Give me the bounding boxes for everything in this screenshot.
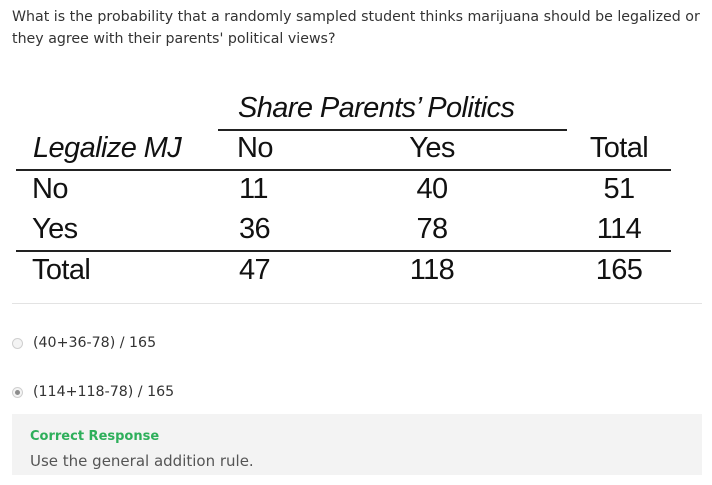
- row-label-no: No: [32, 173, 68, 205]
- total-rule: [16, 250, 671, 252]
- radio-button-selected[interactable]: [12, 386, 23, 398]
- radio-button-unselected[interactable]: [12, 337, 23, 349]
- col-header-yes: Yes: [409, 132, 455, 164]
- feedback-title: Correct Response: [30, 429, 160, 444]
- cell-total-total: 165: [595, 254, 643, 286]
- cell-yes-no: 36: [239, 213, 271, 245]
- row-label-total: Total: [32, 254, 91, 286]
- answer-option-label: (114+118-78) / 165: [33, 384, 175, 400]
- cell-yes-total: 114: [596, 213, 642, 245]
- cell-no-total: 51: [603, 173, 635, 205]
- contingency-table: Share Parents’ Politics Legalize MJ No Y…: [16, 92, 671, 286]
- divider: [12, 303, 702, 304]
- answer-option-1[interactable]: (40+36-78) / 165: [12, 335, 156, 351]
- cell-no-yes: 40: [416, 173, 448, 205]
- cell-total-yes: 118: [409, 254, 455, 286]
- feedback-text: Use the general addition rule.: [30, 452, 254, 470]
- question-text: What is the probability that a randomly …: [12, 9, 700, 47]
- row-label-yes: Yes: [32, 213, 78, 245]
- cell-yes-yes: 78: [416, 213, 448, 245]
- header-rule: [16, 169, 671, 171]
- answer-option-2[interactable]: (114+118-78) / 165: [12, 384, 174, 400]
- column-group-title: Share Parents’ Politics: [238, 92, 515, 124]
- col-header-no: No: [237, 132, 273, 164]
- feedback-panel: Correct Response Use the general additio…: [12, 414, 702, 475]
- cell-no-no: 11: [239, 173, 269, 205]
- column-group-rule: [218, 129, 567, 131]
- answer-option-label: (40+36-78) / 165: [33, 335, 157, 351]
- row-header: Legalize MJ: [33, 132, 182, 164]
- col-header-total: Total: [589, 132, 649, 164]
- cell-total-no: 47: [239, 254, 271, 286]
